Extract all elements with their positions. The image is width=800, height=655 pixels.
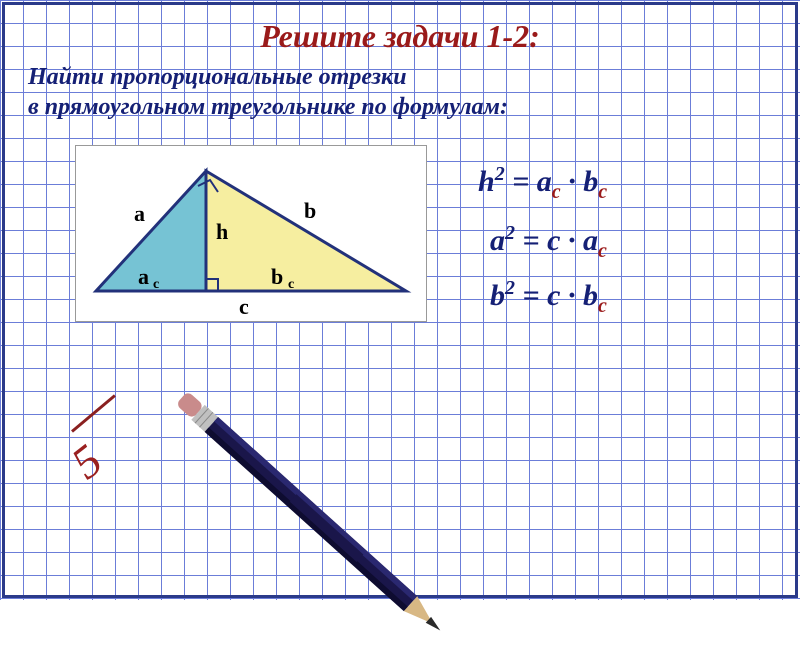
formula-a2: a2 = c · ac [490, 222, 607, 263]
f2-r2: a [583, 224, 598, 257]
label-ac-sub: c [153, 277, 159, 292]
f3-dot: · [560, 279, 583, 312]
label-a: a [134, 201, 145, 226]
f2-var: a [490, 224, 505, 257]
f2-r2s: c [598, 240, 607, 262]
f2-r1: c [547, 224, 560, 257]
triangle-diagram: a b c h a c b c [75, 145, 427, 322]
f2-exp: 2 [505, 222, 515, 244]
label-ac: a [138, 264, 149, 289]
f3-r2: b [583, 279, 598, 312]
subtitle: Найти пропорциональные отрезки в прямоуг… [28, 62, 508, 122]
f1-r1: a [537, 165, 552, 198]
f1-exp: 2 [495, 163, 505, 185]
f1-dot: · [561, 165, 584, 198]
label-bc-sub: c [288, 277, 294, 292]
label-b: b [304, 198, 316, 223]
formula-h2: h2 = ac · bc [478, 163, 607, 204]
formula-b2: b2 = c · bc [490, 277, 607, 318]
subtitle-line1: Найти пропорциональные отрезки [28, 64, 407, 90]
subtitle-line2: в прямоугольном треугольнике по формулам… [28, 94, 508, 120]
f3-var: b [490, 279, 505, 312]
f2-dot: · [560, 224, 583, 257]
label-h: h [216, 219, 228, 244]
f1-eq: = [505, 165, 537, 198]
triangle-left [96, 171, 206, 291]
f3-r2s: c [598, 295, 607, 317]
f1-r2: b [583, 165, 598, 198]
f3-r1: c [547, 279, 560, 312]
f1-var: h [478, 165, 495, 198]
label-c: c [239, 294, 249, 319]
f1-r1s: c [552, 181, 561, 203]
f3-exp: 2 [505, 277, 515, 299]
triangle-right [206, 171, 406, 291]
label-bc: b [271, 264, 283, 289]
f3-eq: = [515, 279, 547, 312]
page-title: Решите задачи 1-2: [0, 18, 800, 55]
f2-eq: = [515, 224, 547, 257]
f1-r2s: c [598, 181, 607, 203]
title-text: Решите задачи 1-2: [260, 18, 540, 54]
